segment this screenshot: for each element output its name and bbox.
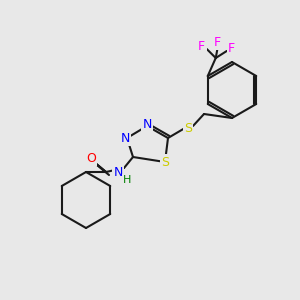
Text: F: F: [198, 40, 205, 52]
Text: O: O: [86, 152, 96, 164]
Text: F: F: [228, 41, 235, 55]
Text: F: F: [214, 35, 221, 49]
Text: S: S: [184, 122, 192, 134]
Text: S: S: [161, 155, 169, 169]
Text: N: N: [142, 118, 152, 131]
Text: N: N: [120, 131, 130, 145]
Text: N: N: [113, 166, 123, 178]
Text: H: H: [123, 175, 131, 185]
